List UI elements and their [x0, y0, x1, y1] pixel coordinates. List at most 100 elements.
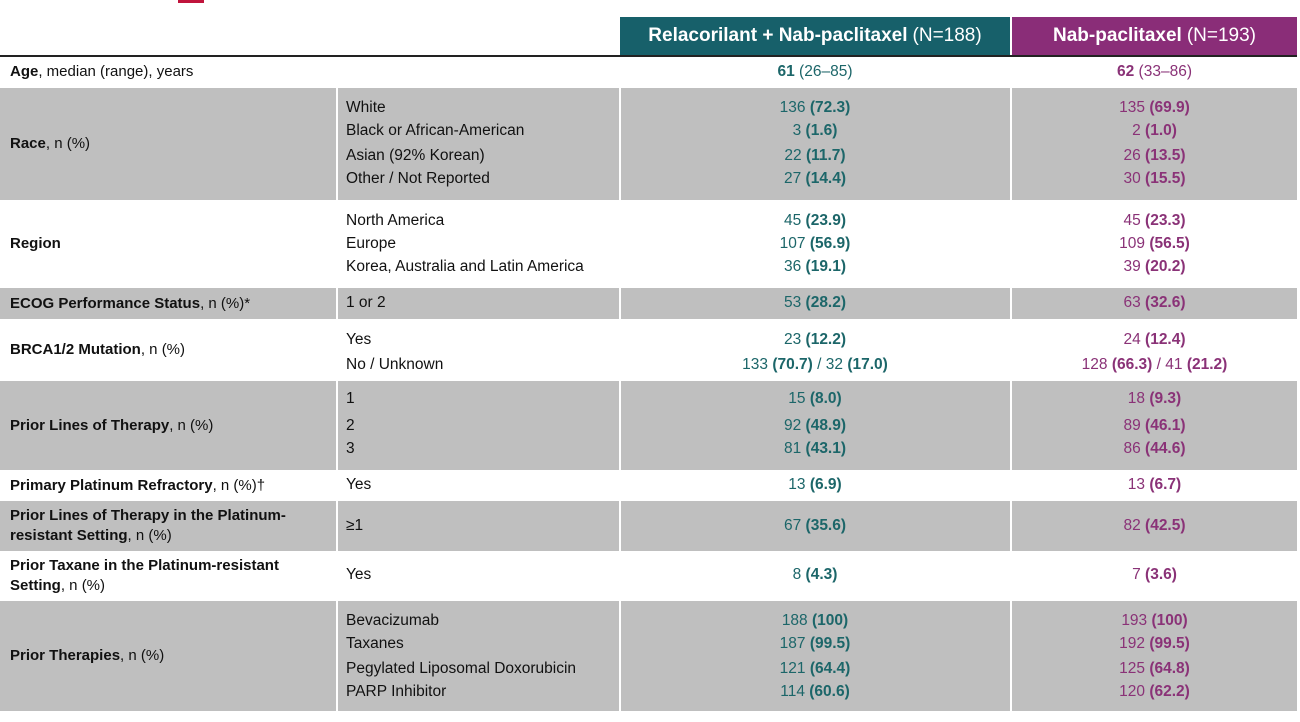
arm1-value: 15 (8.0): [620, 390, 1010, 408]
value-percent: (46.1): [1145, 417, 1186, 434]
value-percent: (12.2): [805, 331, 847, 348]
row-sublabel: Other / Not Reported: [346, 170, 490, 187]
arm2-value: 26 (13.5): [1012, 147, 1297, 165]
row-label-bold: Prior Taxane in the Platinum-resistant S…: [10, 557, 279, 594]
row-label: Prior Lines of Therapy in the Platinum-r…: [10, 501, 335, 551]
arm1-value: 92 (48.9): [620, 417, 1010, 435]
value-count: 39: [1123, 258, 1146, 275]
arm1-value: 136 (72.3): [620, 99, 1010, 117]
value-percent: (12.4): [1145, 331, 1186, 348]
value-percent: (60.6): [809, 683, 850, 700]
row-label-rest: , n (%): [120, 647, 165, 664]
column-separator: [619, 601, 621, 711]
row-label: ECOG Performance Status, n (%)*: [10, 288, 330, 319]
row-label-rest: , n (%): [140, 341, 186, 358]
column-separator: [336, 601, 338, 711]
row-label-bold: Region: [10, 235, 61, 252]
value-count: 135: [1119, 99, 1150, 116]
value-percent: (64.8): [1149, 660, 1190, 677]
value-percent: (100): [811, 612, 849, 629]
arm2-n: (N=193): [1186, 25, 1256, 46]
table-row: Prior Lines of Therapy, n (%) 1 15 (8.0) 18…: [0, 381, 1297, 470]
value-percent: (43.1): [805, 440, 847, 457]
value-count: 13: [1127, 476, 1150, 493]
value-percent: (3.6): [1145, 566, 1177, 583]
value-percent: (11.7): [805, 147, 846, 164]
value-count: 67: [783, 517, 806, 534]
value-count: 193: [1121, 612, 1152, 629]
value-count: 128: [1081, 356, 1112, 373]
row-label-rest: , median (range), years: [38, 63, 194, 80]
value-count: 109: [1119, 235, 1150, 252]
row-sublabel: Bevacizumab: [346, 612, 440, 629]
value-count: 86: [1123, 440, 1146, 457]
value-count: 26: [1123, 147, 1146, 164]
row-label-rest: , n (%)†: [212, 476, 266, 494]
value-percent: (26–85): [794, 63, 853, 80]
arm2-value: 192 (99.5): [1012, 635, 1297, 653]
value-count: 13: [788, 476, 810, 493]
value-percent: (62.2): [1149, 683, 1190, 700]
value-count: 7: [1132, 566, 1146, 583]
table-row: ECOG Performance Status, n (%)* 1 or 2 53 …: [0, 288, 1297, 319]
value-count: 61: [777, 63, 795, 80]
arm1-value: 22 (11.7): [620, 147, 1010, 165]
row-label-rest: , n (%): [127, 527, 172, 544]
arm1-value: 53 (28.2): [620, 294, 1010, 312]
value-percent: (99.5): [1149, 635, 1190, 652]
value-count: 121: [779, 660, 810, 677]
arm2-value: 18 (9.3): [1012, 390, 1297, 408]
value-count: 22: [784, 147, 806, 164]
value-percent-2: (17.0): [847, 356, 888, 373]
table-row: BRCA1/2 Mutation, n (%) Yes 23 (12.2) 24 (1…: [0, 319, 1297, 381]
row-label: Region: [10, 200, 330, 288]
value-count: 53: [783, 294, 806, 311]
arm1-value: 81 (43.1): [620, 440, 1010, 458]
value-percent: (6.7): [1149, 476, 1182, 493]
value-percent: (19.1): [805, 258, 847, 275]
arm1-value: 114 (60.6): [620, 683, 1010, 701]
row-sublabel: 2: [346, 417, 355, 434]
value-count: 15: [788, 390, 810, 407]
column-separator: [336, 88, 338, 200]
table-row: Region North America 45 (23.9) 45 (23.3) Eur…: [0, 200, 1297, 288]
row-label-bold: Prior Lines of Therapy: [10, 416, 170, 434]
column-separator: [619, 501, 621, 551]
value-percent: (35.6): [805, 517, 847, 534]
arm1-value: 36 (19.1): [620, 258, 1010, 276]
value-percent: (23.9): [805, 212, 847, 229]
arm2-value: 24 (12.4): [1012, 331, 1297, 349]
value-percent: (64.4): [809, 660, 851, 677]
value-percent: (99.5): [809, 635, 851, 652]
value-percent: (69.9): [1149, 99, 1190, 116]
value-count: 81: [783, 440, 806, 457]
arm2-value: 89 (46.1): [1012, 417, 1297, 435]
row-label: Age, median (range), years: [10, 62, 330, 88]
value-count: 30: [1123, 170, 1146, 187]
value-percent-2: (21.2): [1186, 356, 1228, 373]
value-count: 3: [792, 122, 806, 139]
value-percent: (6.9): [809, 476, 842, 493]
value-count: 120: [1119, 683, 1150, 700]
row-label: Primary Platinum Refractory, n (%)†: [10, 470, 330, 501]
arm2-value: 86 (44.6): [1012, 440, 1297, 458]
value-percent: (33–86): [1134, 63, 1192, 80]
row-sublabel: Yes: [346, 476, 372, 493]
row-label: Prior Taxane in the Platinum-resistant S…: [10, 551, 335, 601]
value-count: 27: [783, 170, 806, 187]
value-count: 107: [779, 235, 810, 252]
row-label-bold: Prior Therapies: [10, 647, 121, 664]
value-percent: (56.5): [1149, 235, 1190, 252]
table-row: Prior Therapies, n (%) Bevacizumab 188 (10…: [0, 601, 1297, 711]
row-label: Race, n (%): [10, 88, 330, 200]
value-count: 89: [1123, 417, 1146, 434]
arm2-value: 135 (69.9): [1012, 99, 1297, 117]
table-row: Primary Platinum Refractory, n (%)† Yes 13…: [0, 470, 1297, 501]
value-percent: (4.3): [805, 566, 838, 583]
value-count-2: / 32: [812, 356, 848, 373]
arm2-value: 45 (23.3): [1012, 212, 1297, 230]
arm1-value: 61 (26–85): [620, 63, 1010, 81]
value-count: 45: [1123, 212, 1146, 229]
arm1-name: Relacorilant + Nab-paclitaxel: [648, 25, 908, 46]
value-count: 188: [781, 612, 812, 629]
